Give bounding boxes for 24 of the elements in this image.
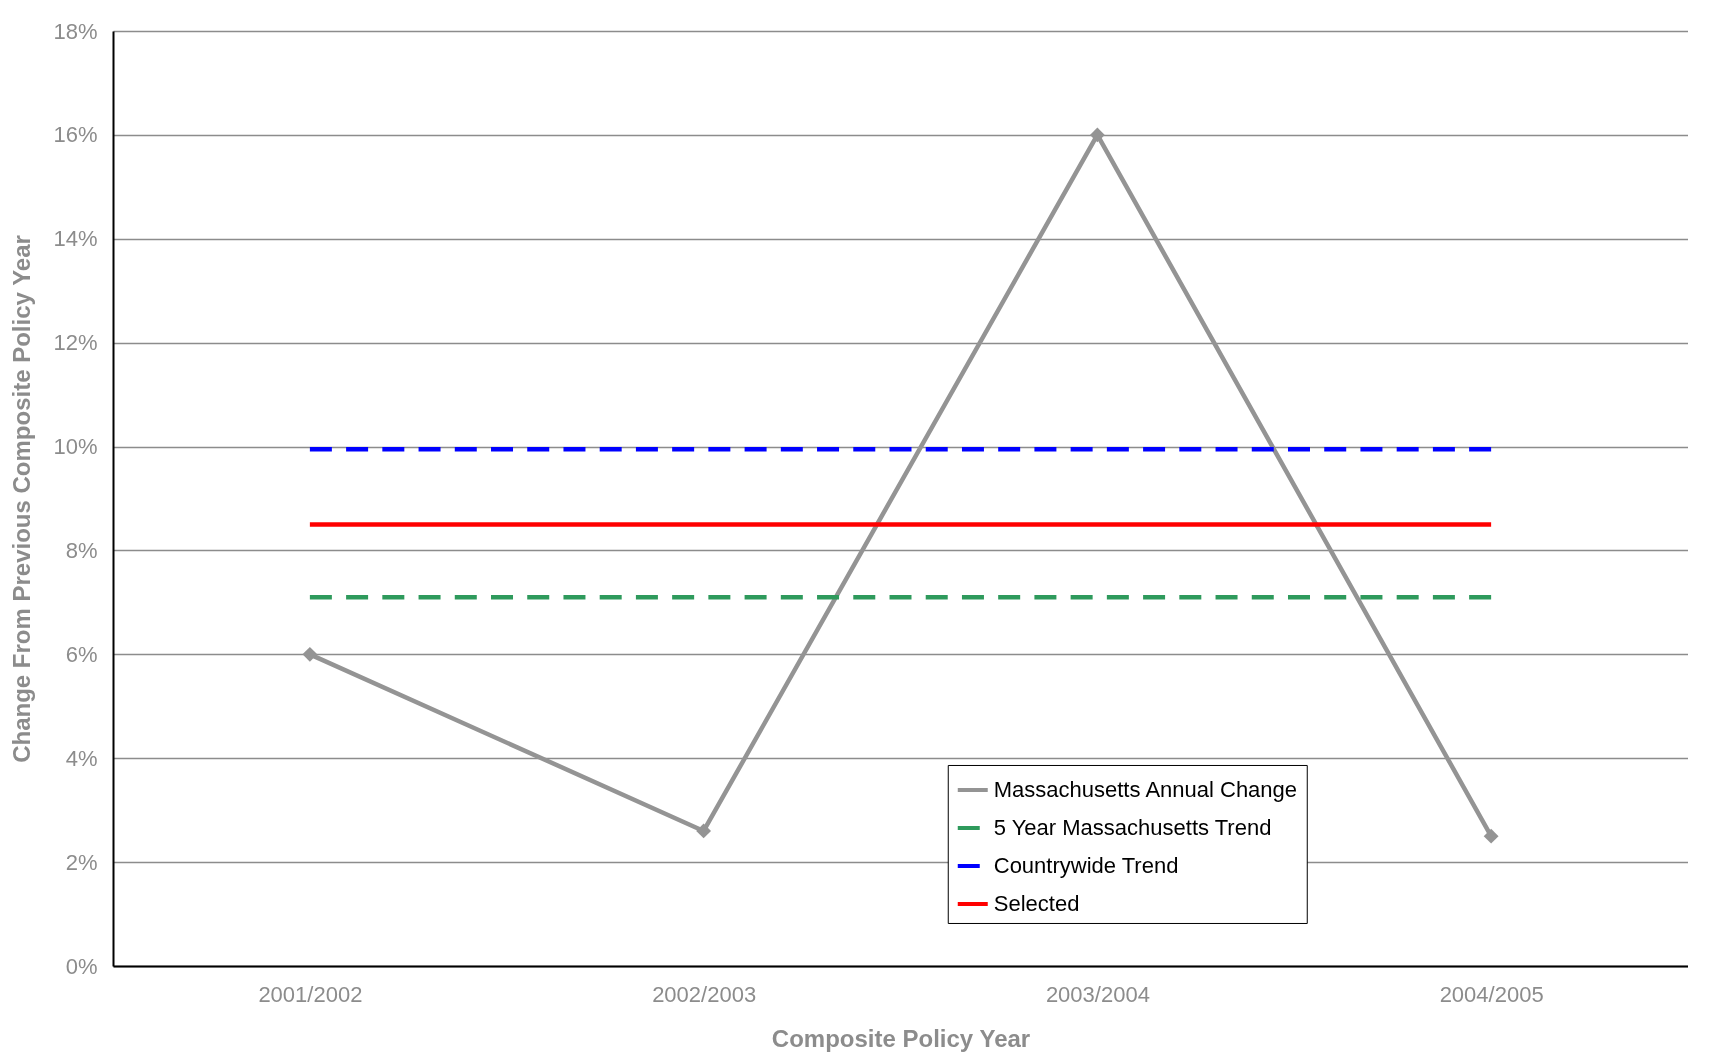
x-axis-title: Composite Policy Year xyxy=(771,1024,1031,1052)
y-tick-label: 12% xyxy=(53,330,98,356)
x-tick-label: 2002/2003 xyxy=(652,981,757,1007)
point xyxy=(1483,828,1499,844)
y-tick-label: 18% xyxy=(53,18,98,44)
x-tick-label: 2003/2004 xyxy=(1045,981,1150,1007)
y-axis-title: Change From Previous Composite Policy Year xyxy=(8,235,36,763)
point xyxy=(696,823,712,839)
y-tick-label: 8% xyxy=(65,537,98,563)
point xyxy=(1089,127,1105,143)
x-tick-label: 2001/2002 xyxy=(258,981,363,1007)
y-tick-label: 10% xyxy=(53,434,98,460)
legend-label: Selected xyxy=(993,890,1080,916)
y-tick-label: 14% xyxy=(53,226,98,252)
legend-label: Massachusetts Annual Change xyxy=(993,776,1298,802)
point xyxy=(302,646,318,662)
y-tick-label: 2% xyxy=(65,849,98,875)
legend-label: Countrywide Trend xyxy=(993,852,1179,878)
y-tick-label: 6% xyxy=(65,641,98,667)
y-tick-label: 4% xyxy=(65,745,98,771)
legend-label: 5 Year Massachusetts Trend xyxy=(993,814,1272,840)
y-tick-label: 16% xyxy=(53,122,98,148)
y-tick-label: 0% xyxy=(65,953,98,979)
x-tick-label: 2004/2005 xyxy=(1439,981,1544,1007)
